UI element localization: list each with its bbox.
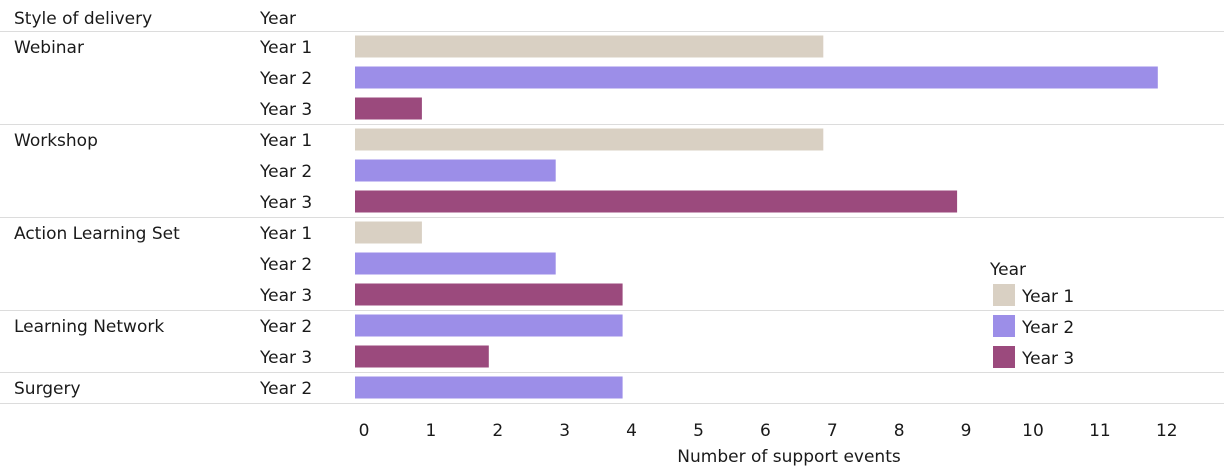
bar [355,221,422,244]
group-label: Learning Network [14,317,164,337]
legend-label: Year 2 [1021,318,1074,338]
bar [355,376,623,399]
x-axis: 012345678910111213 [359,421,1224,441]
year-label: Year 3 [259,193,312,213]
legend-swatch [993,315,1015,337]
legend-swatch [993,346,1015,368]
year-label: Year 3 [259,286,312,306]
x-tick-label: 10 [1022,421,1044,441]
legend-swatch [993,284,1015,306]
x-tick-label: 1 [425,421,436,441]
bar [355,345,489,368]
bar [355,190,958,213]
group-label: Webinar [14,38,84,58]
year-label: Year 1 [259,38,312,58]
year-label: Year 1 [259,131,312,151]
bar [355,252,556,275]
year-label: Year 2 [259,317,312,337]
bar [355,97,422,120]
x-tick-label: 0 [359,421,370,441]
x-tick-label: 6 [760,421,771,441]
column-header-year: Year [259,9,296,29]
legend: Year Year 1 Year 2 Year 3 [989,260,1074,369]
x-tick-label: 4 [626,421,637,441]
x-tick-label: 13 [1223,421,1224,441]
year-label: Year 3 [259,100,312,120]
legend-title: Year [989,260,1026,280]
group-label: Action Learning Set [14,224,180,244]
group-label: Surgery [14,379,81,399]
column-header-style: Style of delivery [14,9,152,29]
bar [355,128,824,151]
year-label: Year 1 [259,224,312,244]
x-tick-label: 9 [961,421,972,441]
year-label: Year 2 [259,162,312,182]
x-tick-label: 8 [894,421,905,441]
x-tick-label: 7 [827,421,838,441]
year-label: Year 2 [259,255,312,275]
x-tick-label: 5 [693,421,704,441]
x-tick-label: 12 [1156,421,1178,441]
year-label: Year 2 [259,69,312,89]
bar [355,314,623,337]
x-tick-label: 11 [1089,421,1111,441]
group-label: Workshop [14,131,98,151]
bar [355,35,824,58]
year-label: Year 3 [259,348,312,368]
bar [355,159,556,182]
legend-label: Year 1 [1021,287,1074,307]
x-axis-label: Number of support events [677,447,901,467]
bar [355,66,1158,89]
bar [355,283,623,306]
legend-label: Year 3 [1021,349,1074,369]
year-label: Year 2 [259,379,312,399]
x-tick-label: 2 [492,421,503,441]
x-tick-label: 3 [559,421,570,441]
